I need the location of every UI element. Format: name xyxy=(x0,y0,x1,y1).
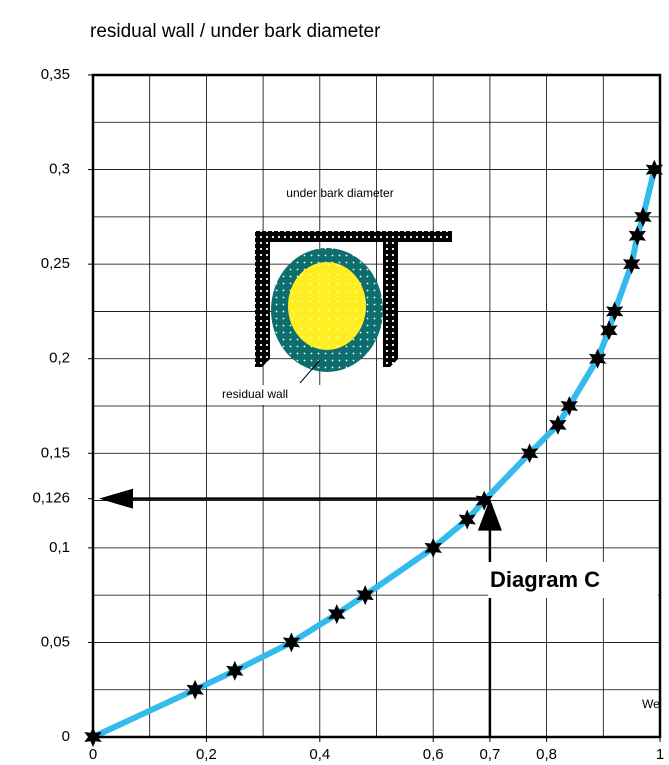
data-point xyxy=(623,254,641,275)
data-point xyxy=(282,632,301,653)
y-tick-label: 0,126 xyxy=(32,490,70,507)
x-tick-label: 0,4 xyxy=(309,746,330,763)
marks xyxy=(84,159,663,747)
y-tick-label: 0,35 xyxy=(41,66,70,83)
x-tick-label: 0,6 xyxy=(423,746,444,763)
data-point xyxy=(628,225,646,246)
chart-title: residual wall / under bark diameter xyxy=(90,21,381,42)
data-point xyxy=(589,348,607,369)
data-point xyxy=(226,660,244,681)
x-tick-label: 0 xyxy=(89,746,97,763)
cross-section-icon xyxy=(215,231,452,405)
plot-frame xyxy=(91,73,662,739)
x-tick-label: 0,7 xyxy=(479,746,500,763)
data-point xyxy=(634,206,652,227)
data-point xyxy=(475,490,493,511)
label-box xyxy=(488,562,658,598)
data-point xyxy=(458,509,476,530)
data-point xyxy=(424,537,442,558)
y-tick-label: 0,15 xyxy=(41,444,70,461)
arrow-head xyxy=(99,488,133,509)
data-point xyxy=(600,320,618,341)
y-tick-label: 0,1 xyxy=(49,539,70,556)
data-point xyxy=(356,585,374,606)
data-point xyxy=(186,679,204,700)
y-tick-label: 0,05 xyxy=(41,633,70,650)
grid xyxy=(93,75,660,737)
data-point xyxy=(560,396,578,416)
data-point xyxy=(549,414,567,435)
y-tick-label: 0,2 xyxy=(49,350,70,367)
data-point xyxy=(328,604,346,625)
annotation: Diagram C xyxy=(490,567,600,592)
annotation: under bark diameter xyxy=(286,186,393,200)
x-tick-label: 1 xyxy=(656,746,664,763)
data-point xyxy=(606,301,624,322)
annotation: residual wall xyxy=(222,387,288,401)
data-point xyxy=(645,159,663,180)
x-tick-label: 0,2 xyxy=(196,746,217,763)
data-point xyxy=(520,443,539,464)
arrow-head xyxy=(477,498,502,531)
label-box xyxy=(628,692,660,718)
y-tick-label: 0,25 xyxy=(41,255,70,272)
x-tick-label: 0,8 xyxy=(536,746,557,763)
y-tick-label: 0 xyxy=(62,728,70,745)
y-tick-label: 0,3 xyxy=(49,161,70,178)
annotation: We xyxy=(642,697,660,711)
